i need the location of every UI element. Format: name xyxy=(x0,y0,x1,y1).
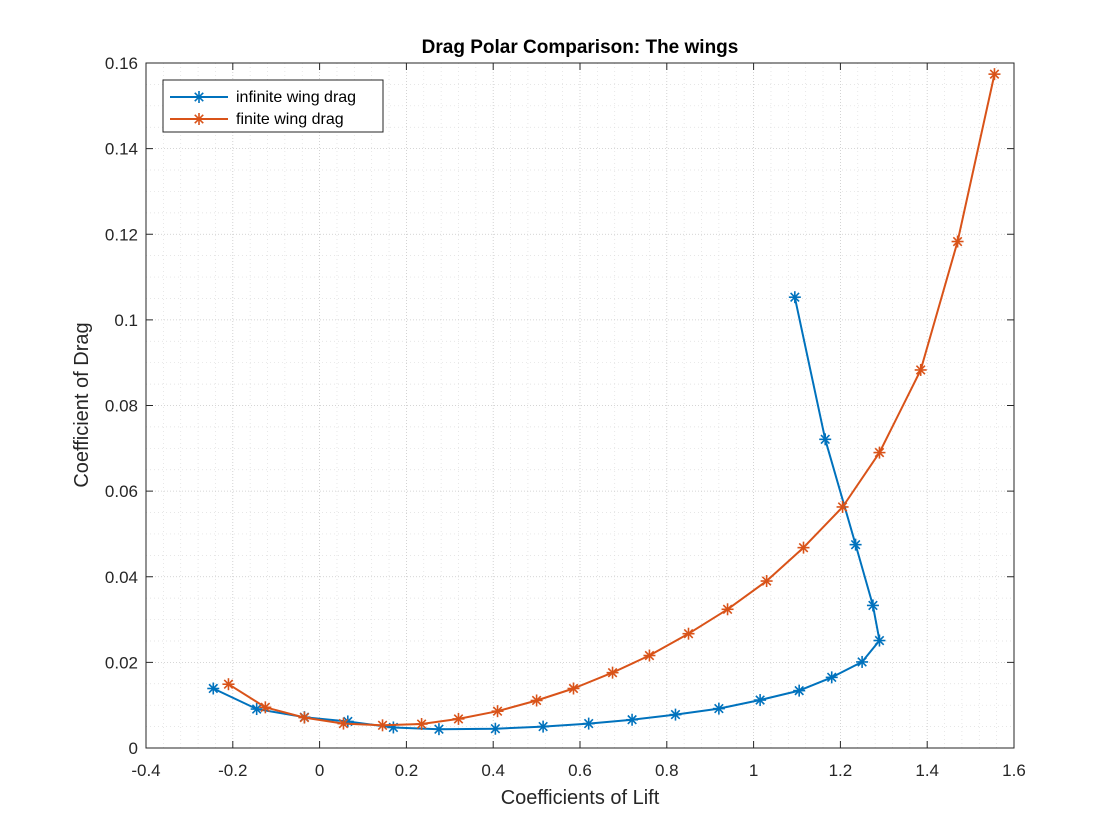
chart-title: Drag Polar Comparison: The wings xyxy=(422,37,739,58)
x-tick-label: 1.4 xyxy=(915,761,939,780)
x-tick-label: -0.2 xyxy=(218,761,247,780)
data-point xyxy=(712,702,725,715)
data-point xyxy=(836,500,849,513)
y-tick-label: 0.12 xyxy=(105,225,138,244)
data-point xyxy=(491,705,504,718)
series-layer xyxy=(207,68,1001,736)
data-point xyxy=(489,722,502,735)
data-point xyxy=(415,718,428,731)
data-point xyxy=(682,627,695,640)
data-point xyxy=(788,291,801,304)
data-point xyxy=(873,446,886,459)
legend: infinite wing drag finite wing drag xyxy=(162,79,384,133)
y-tick-label: 0.1 xyxy=(114,311,138,330)
legend-label: infinite wing drag xyxy=(236,89,356,106)
data-point xyxy=(797,541,810,554)
data-point xyxy=(866,599,879,612)
x-tick-label: 0.6 xyxy=(568,761,592,780)
data-point xyxy=(530,694,543,707)
data-point xyxy=(537,720,550,733)
data-point xyxy=(643,649,656,662)
data-point xyxy=(250,703,263,716)
data-point xyxy=(760,575,773,588)
data-point xyxy=(793,684,806,697)
data-point xyxy=(432,723,445,736)
data-point xyxy=(452,712,465,725)
axis-ticks xyxy=(145,62,1015,749)
data-point xyxy=(721,603,734,616)
data-point xyxy=(606,666,619,679)
data-point xyxy=(856,655,869,668)
data-point xyxy=(387,721,400,734)
legend-entry: finite wing drag xyxy=(170,111,344,128)
data-point xyxy=(988,68,1001,81)
y-tick-label: 0.08 xyxy=(105,397,138,416)
y-tick-label: 0 xyxy=(129,739,138,758)
x-tick-label: 0.4 xyxy=(481,761,505,780)
series-finite-wing-drag xyxy=(222,68,1001,732)
y-axis-label: Coefficient of Drag xyxy=(71,322,93,487)
data-point xyxy=(222,678,235,691)
y-tick-labels: 0 0.02 0.04 0.06 0.08 0.1 0.12 0.14 0.16 xyxy=(105,54,138,758)
x-axis-label: Coefficients of Lift xyxy=(501,787,660,809)
data-point xyxy=(825,671,838,684)
y-tick-label: 0.02 xyxy=(105,653,138,672)
data-point xyxy=(298,711,311,724)
x-tick-label: 0.8 xyxy=(655,761,679,780)
data-point xyxy=(337,717,350,730)
data-point xyxy=(193,113,205,125)
data-point xyxy=(951,235,964,248)
x-tick-label: 0 xyxy=(315,761,324,780)
x-tick-label: 1.6 xyxy=(1002,761,1026,780)
y-tick-label: 0.04 xyxy=(105,568,138,587)
x-tick-label: -0.4 xyxy=(131,761,160,780)
data-point xyxy=(914,363,927,376)
data-point xyxy=(259,701,272,714)
data-point xyxy=(849,538,862,551)
data-point xyxy=(567,682,580,695)
data-point xyxy=(193,91,205,103)
data-point xyxy=(819,433,832,446)
y-tick-label: 0.06 xyxy=(105,482,138,501)
data-point xyxy=(754,694,767,707)
legend-entry: infinite wing drag xyxy=(170,89,356,106)
data-point xyxy=(626,713,639,726)
x-tick-label: 1 xyxy=(749,761,758,780)
legend-entries: infinite wing drag finite wing drag xyxy=(170,89,356,128)
data-point xyxy=(207,682,220,695)
legend-label: finite wing drag xyxy=(236,111,344,128)
data-point xyxy=(669,708,682,721)
y-tick-label: 0.16 xyxy=(105,54,138,73)
data-point xyxy=(873,634,886,647)
y-tick-label: 0.14 xyxy=(105,140,138,159)
x-tick-labels: -0.4 -0.2 0 0.2 0.4 0.6 0.8 1 1.2 1.4 1.6 xyxy=(131,761,1025,780)
data-point xyxy=(582,717,595,730)
data-point xyxy=(376,719,389,732)
x-tick-label: 1.2 xyxy=(829,761,853,780)
x-tick-label: 0.2 xyxy=(395,761,419,780)
